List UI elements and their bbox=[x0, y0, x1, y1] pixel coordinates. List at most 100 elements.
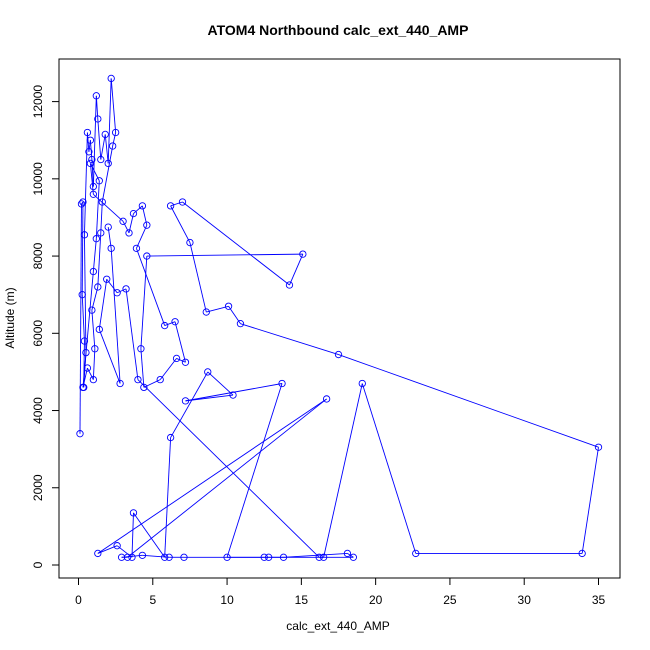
data-point bbox=[178, 198, 187, 206]
y-tick-label: 0 bbox=[31, 561, 45, 568]
data-point bbox=[358, 379, 366, 388]
series-segment bbox=[226, 383, 283, 558]
data-point bbox=[186, 238, 194, 247]
data-point bbox=[97, 155, 105, 164]
data-point bbox=[166, 202, 175, 210]
series-segment bbox=[127, 398, 327, 558]
series-segment bbox=[100, 201, 103, 233]
y-axis-label: Altitude (m) bbox=[3, 287, 17, 348]
data-point bbox=[113, 289, 121, 297]
series-segment bbox=[182, 201, 290, 286]
data-point bbox=[104, 159, 112, 168]
series-segment bbox=[91, 286, 99, 311]
series-segment bbox=[140, 256, 148, 349]
data-point bbox=[117, 553, 126, 561]
series-segment bbox=[170, 205, 191, 243]
data-point bbox=[204, 368, 212, 376]
data-point bbox=[94, 115, 102, 123]
series-segment bbox=[581, 447, 599, 554]
data-point bbox=[94, 283, 102, 291]
series-segment bbox=[185, 394, 234, 402]
series-segment bbox=[206, 305, 229, 313]
data-point bbox=[412, 549, 420, 558]
data-point bbox=[129, 209, 138, 218]
y-tick-label: 8000 bbox=[31, 242, 45, 269]
data-point bbox=[79, 383, 87, 392]
data-point bbox=[107, 74, 115, 83]
data-point bbox=[86, 136, 95, 144]
series-segment bbox=[98, 329, 121, 384]
data-point bbox=[140, 383, 148, 392]
data-point bbox=[116, 379, 124, 388]
chart-title: ATOM4 Northbound calc_ext_440_AMP bbox=[208, 22, 469, 38]
series-segment bbox=[189, 242, 207, 313]
data-point bbox=[86, 159, 95, 168]
series-segment bbox=[110, 248, 121, 384]
data-point bbox=[113, 542, 121, 550]
data-point bbox=[278, 379, 286, 388]
series-segment bbox=[140, 348, 145, 388]
data-point bbox=[103, 275, 111, 283]
data-point bbox=[129, 509, 138, 517]
series-segment bbox=[97, 118, 102, 160]
x-tick-label: 35 bbox=[592, 593, 606, 607]
series-segment bbox=[97, 232, 102, 287]
data-point bbox=[88, 155, 96, 164]
series-segment bbox=[100, 134, 106, 160]
data-point bbox=[107, 244, 115, 252]
data-point bbox=[143, 252, 151, 260]
y-tick-label: 2000 bbox=[31, 474, 45, 501]
y-tick-label: 4000 bbox=[31, 397, 45, 424]
data-point bbox=[202, 308, 210, 316]
series-segment bbox=[116, 288, 127, 294]
data-point bbox=[80, 337, 89, 345]
data-point bbox=[181, 358, 190, 366]
data-point bbox=[161, 553, 169, 561]
data-point bbox=[97, 229, 105, 237]
data-point bbox=[343, 549, 352, 558]
data-point bbox=[134, 375, 142, 384]
data-point bbox=[171, 318, 179, 326]
series-segment bbox=[110, 78, 117, 133]
series-segment bbox=[95, 95, 99, 120]
series-segment bbox=[207, 371, 234, 396]
x-axis: 0 5 10 15 20 25 30 35 bbox=[75, 577, 606, 607]
series-segment bbox=[125, 288, 139, 380]
series-segment bbox=[164, 321, 176, 326]
data-point bbox=[172, 354, 181, 363]
data-point bbox=[76, 430, 84, 438]
data-point bbox=[319, 553, 328, 561]
series-segment bbox=[101, 145, 114, 203]
data-point bbox=[161, 321, 169, 330]
data-point bbox=[143, 221, 151, 229]
data-point bbox=[125, 229, 133, 237]
series-segment bbox=[82, 271, 94, 388]
data-point bbox=[349, 553, 358, 561]
data-point bbox=[138, 551, 147, 559]
series-segment bbox=[174, 321, 186, 363]
data-point bbox=[334, 350, 343, 359]
series-segment bbox=[136, 248, 166, 326]
data-point bbox=[315, 553, 323, 561]
data-point bbox=[94, 549, 102, 558]
data-point bbox=[156, 375, 164, 384]
series-segment bbox=[143, 379, 161, 388]
data-point bbox=[88, 306, 96, 314]
data-point bbox=[128, 553, 136, 561]
data-point bbox=[165, 553, 173, 561]
series-segment bbox=[176, 357, 186, 363]
series-segment bbox=[93, 193, 124, 222]
data-point bbox=[166, 433, 175, 442]
data-point bbox=[181, 397, 190, 405]
data-point bbox=[594, 443, 603, 451]
data-point bbox=[299, 250, 307, 258]
data-point bbox=[578, 549, 586, 558]
x-tick-label: 25 bbox=[443, 593, 457, 607]
data-point bbox=[95, 177, 103, 185]
data-point bbox=[109, 142, 117, 150]
series-segment bbox=[131, 512, 134, 558]
data-point bbox=[77, 200, 86, 208]
data-point bbox=[224, 302, 233, 310]
series-segment bbox=[338, 354, 599, 448]
series-segment bbox=[83, 132, 88, 235]
